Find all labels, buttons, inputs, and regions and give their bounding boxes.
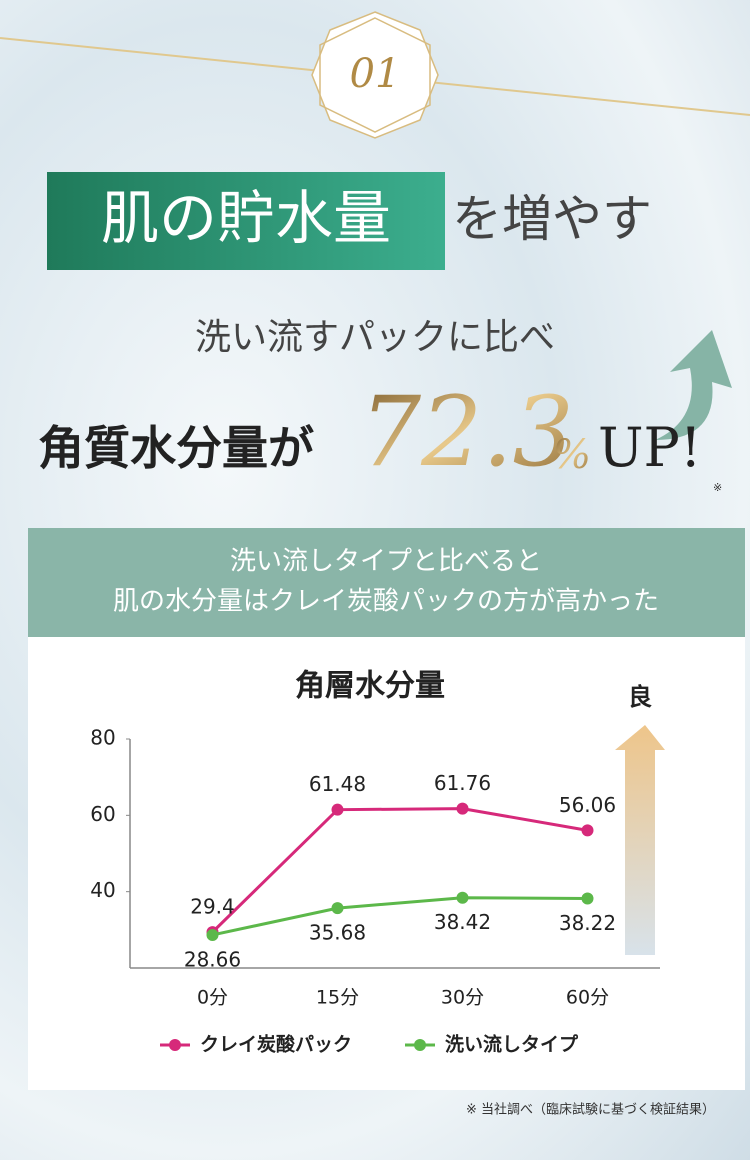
data-point bbox=[581, 892, 594, 905]
claim-number: 72.3 bbox=[360, 376, 574, 488]
legend-label: 洗い流しタイプ bbox=[445, 1033, 579, 1056]
data-label: 28.66 bbox=[184, 947, 241, 971]
x-tick-label: 30分 bbox=[441, 987, 484, 1009]
legend-marker bbox=[169, 1039, 181, 1051]
legend-marker bbox=[414, 1039, 426, 1051]
claim-unit: % bbox=[553, 432, 591, 478]
data-point bbox=[581, 824, 594, 837]
banner bbox=[28, 528, 745, 637]
series-line bbox=[212, 896, 588, 937]
data-point bbox=[331, 803, 344, 816]
y-tick-label: 80 bbox=[90, 726, 115, 750]
data-point bbox=[206, 928, 219, 941]
headline-box bbox=[47, 172, 445, 270]
headline-highlight: 肌の貯水量 bbox=[101, 184, 391, 252]
x-tick-label: 15分 bbox=[316, 987, 359, 1009]
lead: 洗い流すパックに比べ bbox=[195, 317, 555, 358]
data-label: 38.22 bbox=[559, 911, 616, 935]
legend-label: クレイ炭酸パック bbox=[200, 1033, 352, 1056]
series-line bbox=[211, 807, 588, 934]
claim-suffix: UP! bbox=[598, 416, 702, 479]
banner-line: 肌の水分量はクレイ炭酸パックの方が高かった bbox=[113, 587, 659, 617]
headline-rest: を増やす bbox=[452, 190, 652, 248]
x-tick-label: 0分 bbox=[197, 987, 228, 1009]
data-label: 61.76 bbox=[434, 771, 491, 795]
data-point bbox=[331, 902, 344, 915]
x-tick-label: 60分 bbox=[566, 987, 609, 1009]
data-label: 56.06 bbox=[559, 793, 616, 817]
up-arrow bbox=[655, 330, 732, 440]
chart-title: 角層水分量 bbox=[295, 669, 445, 704]
better-arrow bbox=[615, 725, 665, 955]
data-point bbox=[456, 802, 469, 815]
badge-frame bbox=[311, 11, 439, 139]
data-label: 38.42 bbox=[434, 910, 491, 934]
y-tick-label: 40 bbox=[90, 878, 115, 902]
banner-line: 洗い流しタイプと比べると bbox=[230, 547, 542, 577]
better-label: 良 bbox=[628, 683, 652, 711]
data-label: 61.48 bbox=[309, 772, 366, 796]
data-label: 29.4 bbox=[190, 895, 235, 919]
note-mark: ※ bbox=[713, 481, 722, 494]
footnote: ※ 当社調べ（臨床試験に基づく検証結果） bbox=[466, 1102, 715, 1118]
y-tick-label: 60 bbox=[90, 802, 115, 826]
data-point bbox=[456, 891, 469, 904]
badge-number: 01 bbox=[350, 51, 401, 97]
claim-prefix: 角質水分量が bbox=[38, 421, 314, 475]
data-label: 35.68 bbox=[309, 921, 366, 945]
